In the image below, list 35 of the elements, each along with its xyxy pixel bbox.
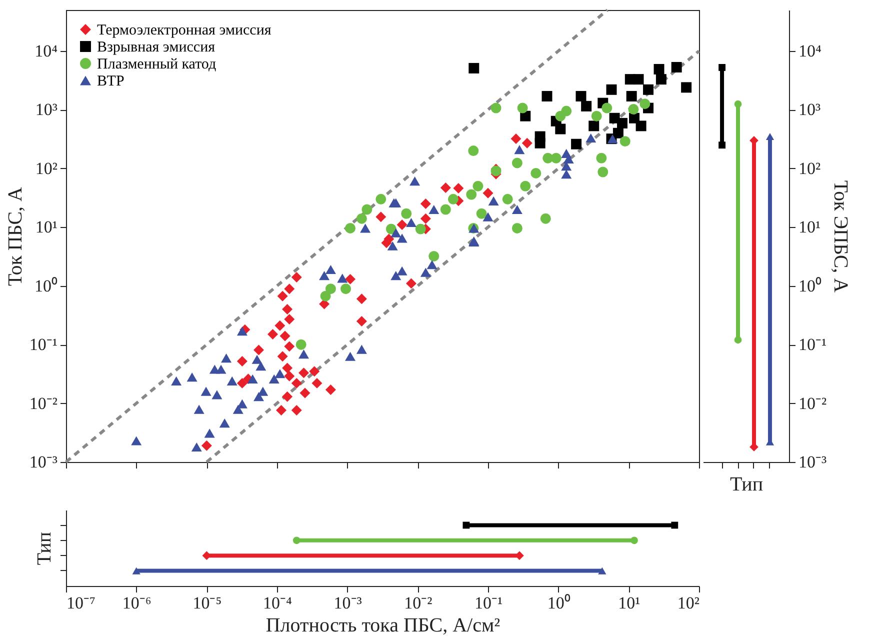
x-tick-label: 10⁻⁷	[66, 594, 96, 612]
y-tick-label: 10³	[35, 100, 58, 120]
legend-label: Плазменный катод	[97, 56, 217, 72]
y-tick-label: 10³	[798, 100, 821, 120]
y-axis-title: Ток ПБС, А	[4, 186, 26, 286]
x-tick-label: 10⁰	[547, 594, 570, 612]
legend-label: Взрывная эмиссия	[97, 40, 216, 56]
y-axis-title: Ток ЭПБС, А	[830, 180, 852, 294]
x-axis-title: Плотность тока ПБС, А/см²	[266, 614, 500, 636]
y-tick-label: 10⁻³	[798, 452, 827, 472]
x-tick-label: 10⁻¹	[474, 594, 503, 612]
y-tick-label: 10⁴	[34, 42, 58, 61]
y-tick-label: 10¹	[798, 218, 821, 237]
y-tick-label: 10⁻¹	[798, 335, 827, 354]
x-tick-label: 10⁻⁴	[263, 594, 292, 612]
x-tick-label: 10⁻⁶	[122, 594, 152, 612]
legend-label: Термоэлектронная эмиссия	[97, 22, 272, 38]
y-tick-label: 10⁰	[798, 276, 822, 296]
y-tick-label: 10⁴	[798, 42, 822, 61]
y-tick-label: 10⁻³	[29, 452, 58, 472]
x-tick-label: 10¹	[618, 594, 640, 612]
y-tick-label: 10⁻²	[29, 394, 58, 413]
x-tick-label: 10²	[677, 594, 700, 612]
y-tick-label: 10²	[798, 158, 821, 178]
y-tick-label: 10¹	[35, 218, 58, 237]
x-tick-label: 10⁻²	[404, 594, 432, 612]
x-tick-label: 10⁻⁵	[192, 594, 222, 612]
y-tick-label: 10²	[35, 158, 58, 178]
x-axis-title: Тип	[730, 474, 764, 496]
legend-label: ВТР	[97, 74, 124, 90]
y-tick-label: 10⁻²	[798, 394, 827, 413]
x-tick-label: 10⁻³	[334, 594, 362, 612]
y-tick-label: 10⁻¹	[29, 335, 58, 354]
y-tick-label: 10⁰	[34, 276, 58, 296]
y-axis-title: Тип	[34, 532, 56, 566]
